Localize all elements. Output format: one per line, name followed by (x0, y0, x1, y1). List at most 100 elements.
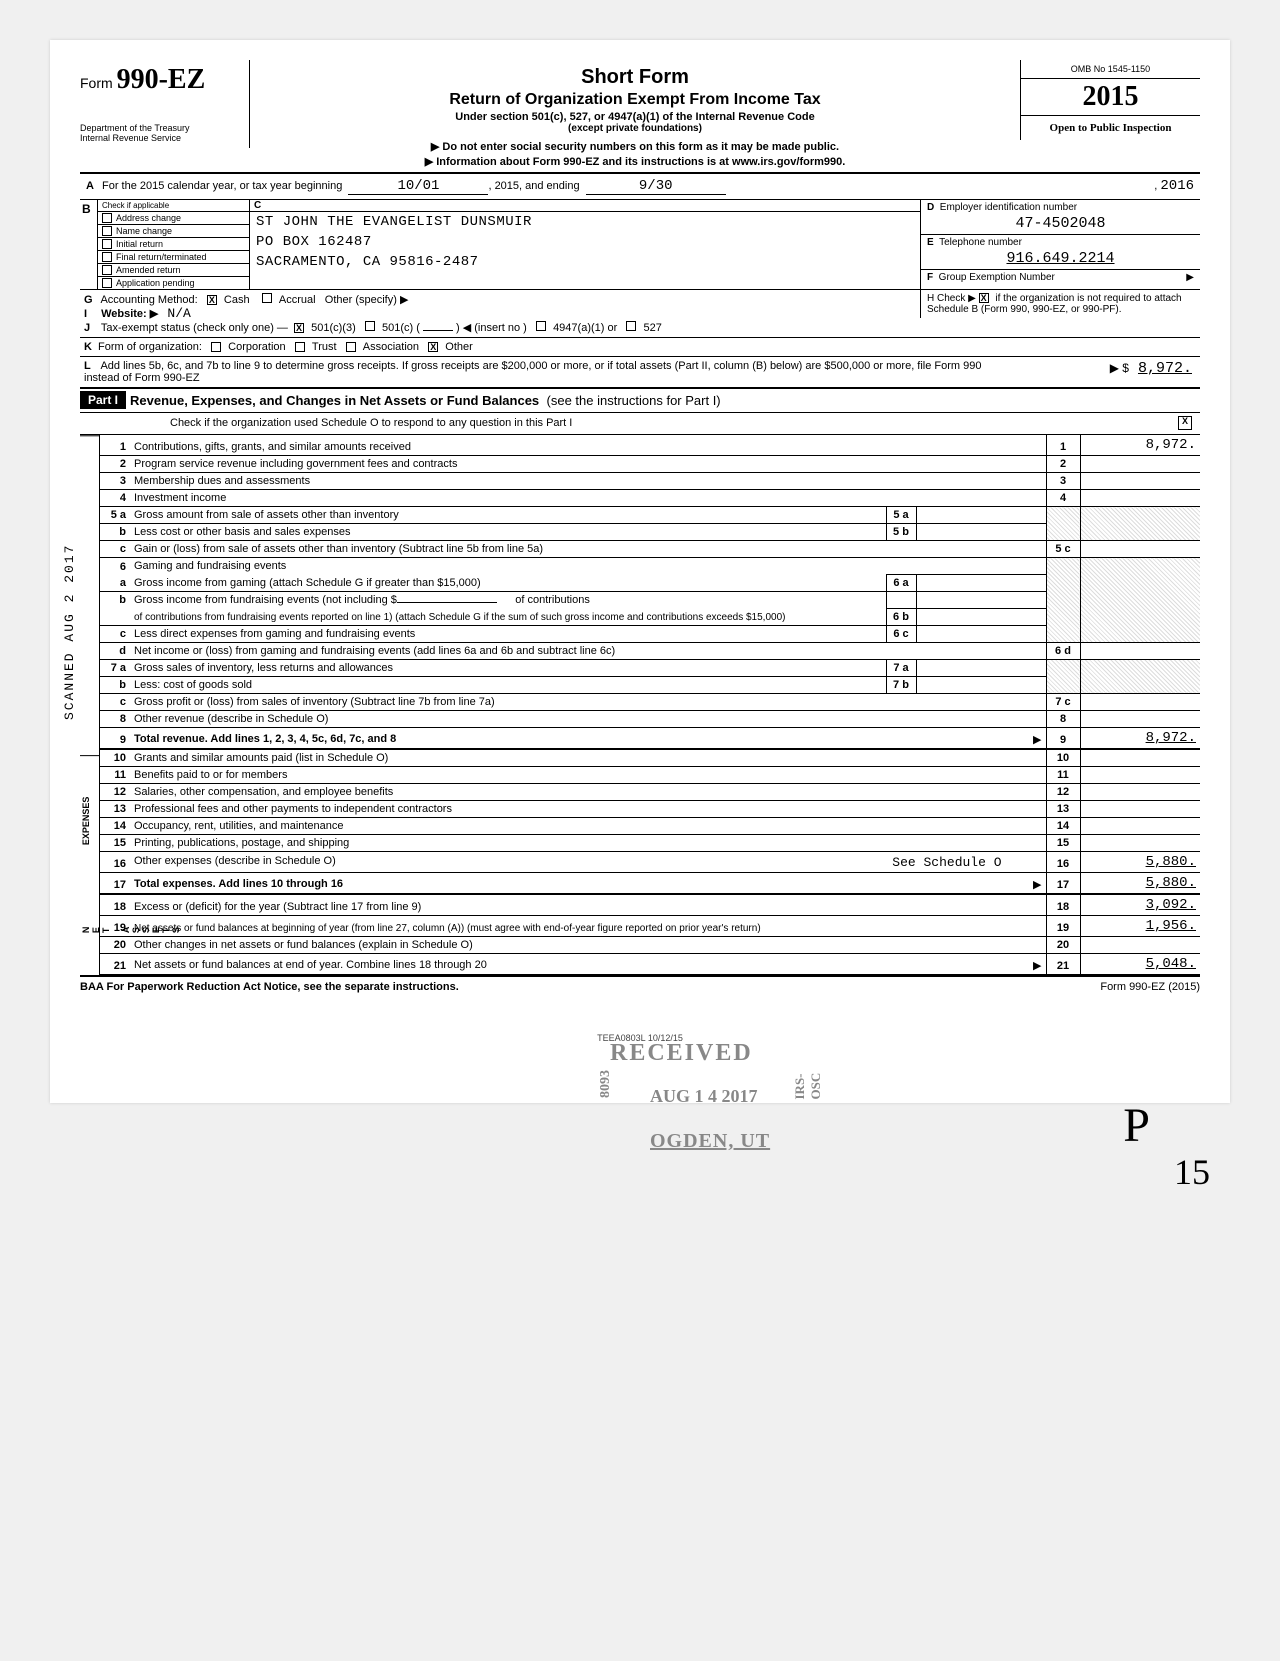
l13-v (1080, 800, 1200, 817)
j-o3: 4947(a)(1) or (553, 322, 617, 334)
g-cash: Cash (224, 294, 250, 306)
chk-h[interactable] (979, 293, 989, 303)
l6b-mb: 6 b (886, 608, 916, 625)
cat-rev (80, 435, 99, 755)
l1-v: 8,972. (1080, 435, 1200, 456)
l2-v (1080, 456, 1200, 473)
l14-n: 14 (100, 817, 130, 834)
l10-n: 10 (100, 749, 130, 767)
l10-v (1080, 749, 1200, 767)
open-inspect: Open to Public Inspection (1021, 116, 1200, 140)
k-o3: Association (363, 341, 419, 353)
l7b-mv (916, 676, 1046, 693)
l15-v (1080, 834, 1200, 851)
footer-left: BAA For Paperwork Reduction Act Notice, … (80, 981, 459, 993)
colb-i4: Amended return (116, 265, 181, 275)
stamp-received: RECEIVED (610, 1040, 753, 1067)
hand-15: 15 (1174, 1151, 1210, 1193)
l5c-d: Gain or (loss) from sale of assets other… (130, 541, 1046, 558)
chk-name[interactable] (102, 226, 112, 236)
colb-i0: Address change (116, 213, 181, 223)
l10-b: 10 (1046, 749, 1080, 767)
l6d-b: 6 d (1046, 642, 1080, 659)
l7c-b: 7 c (1046, 693, 1080, 710)
lbl-f: F (927, 272, 933, 283)
chk-cash[interactable] (207, 295, 217, 305)
cat-exp: EXPENSES (80, 755, 99, 886)
l5c-v (1080, 541, 1200, 558)
l3-n: 3 (100, 473, 130, 490)
l4-b: 4 (1046, 490, 1080, 507)
j-text: Tax-exempt status (check only one) — (101, 322, 288, 334)
chk-final[interactable] (102, 252, 112, 262)
i-text: Website: ▶ (101, 308, 158, 320)
lbl-c: C (254, 200, 261, 211)
lines-wrap: EXPENSES NETASSETS 1Contributions, gifts… (80, 435, 1200, 975)
l6a-mv (916, 575, 1046, 592)
colb-hdr: Check if applicable (102, 201, 169, 210)
k-o4: Other (445, 341, 473, 353)
l11-v (1080, 766, 1200, 783)
col-c: C ST JOHN THE EVANGELIST DUNSMUIR PO BOX… (250, 200, 920, 289)
k-o2: Trust (312, 341, 337, 353)
l15-n: 15 (100, 834, 130, 851)
lbl-e: E (927, 237, 934, 248)
l18-v: 3,092. (1080, 894, 1200, 916)
l14-b: 14 (1046, 817, 1080, 834)
row-gh: G Accounting Method: Cash Accrual Other … (80, 290, 1200, 338)
chk-501c[interactable] (365, 321, 375, 331)
part1-note: (see the instructions for Part I) (547, 391, 721, 408)
footer-right: Form 990-EZ (2015) (1100, 981, 1200, 993)
chk-trust[interactable] (295, 342, 305, 352)
l21-b: 21 (1046, 953, 1080, 974)
form-prefix: Form (80, 75, 113, 91)
l5a-n: 5 a (100, 507, 130, 524)
l21-v: 5,048. (1080, 953, 1200, 974)
l2-n: 2 (100, 456, 130, 473)
l2-d: Program service revenue including govern… (130, 456, 1046, 473)
period-endyear: 2016 (1160, 178, 1194, 194)
chk-amended[interactable] (102, 265, 112, 275)
l7b-d: Less: cost of goods sold (130, 676, 886, 693)
chk-assoc[interactable] (346, 342, 356, 352)
org-addr2: SACRAMENTO, CA 95816-2487 (250, 252, 920, 272)
l3-d: Membership dues and assessments (130, 473, 1046, 490)
chk-4947[interactable] (536, 321, 546, 331)
stamp-date: AUG 1 4 2017 (650, 1086, 758, 1107)
l5c-n: c (100, 541, 130, 558)
title: Short Form (260, 66, 1010, 89)
header-line3: ▶ Information about Form 990-EZ and its … (260, 155, 1010, 168)
row-k: K Form of organization: Corporation Trus… (80, 338, 1200, 357)
shade-5v (1080, 507, 1200, 541)
l8-d: Other revenue (describe in Schedule O) (130, 710, 1046, 727)
l15-b: 15 (1046, 834, 1080, 851)
l21-d: Net assets or fund balances at end of ye… (130, 953, 1046, 974)
chk-501c3[interactable] (294, 323, 304, 333)
org-addr1: PO BOX 162487 (250, 232, 920, 252)
l17-d: Total expenses. Add lines 10 through 16▶ (130, 872, 1046, 894)
chk-pending[interactable] (102, 278, 112, 288)
form-number: Form 990-EZ (80, 64, 243, 96)
period-end: 9/30 (586, 178, 726, 195)
l6d-d: Net income or (loss) from gaming and fun… (130, 642, 1046, 659)
chk-other[interactable] (428, 342, 438, 352)
chk-initial[interactable] (102, 239, 112, 249)
chk-schedO[interactable] (1178, 416, 1192, 430)
part1-header: Part I Revenue, Expenses, and Changes in… (80, 389, 1200, 413)
l18-b: 18 (1046, 894, 1080, 916)
l9-d: Total revenue. Add lines 1, 2, 3, 4, 5c,… (130, 727, 1046, 749)
chk-address[interactable] (102, 213, 112, 223)
l20-b: 20 (1046, 936, 1080, 953)
l1-n: 1 (100, 435, 130, 456)
row-l: L Add lines 5b, 6c, and 7b to line 9 to … (80, 357, 1200, 389)
l16-n: 16 (100, 851, 130, 872)
header-left: Form 990-EZ Department of the Treasury I… (80, 60, 250, 148)
chk-corp[interactable] (211, 342, 221, 352)
chk-527[interactable] (626, 321, 636, 331)
chk-accrual[interactable] (262, 293, 272, 303)
lbl-d: D (927, 202, 934, 213)
l9-b: 9 (1046, 727, 1080, 749)
part1-label: Part I (80, 391, 126, 409)
l16-b: 16 (1046, 851, 1080, 872)
header-right: OMB No 1545-1150 2015 Open to Public Ins… (1020, 60, 1200, 140)
